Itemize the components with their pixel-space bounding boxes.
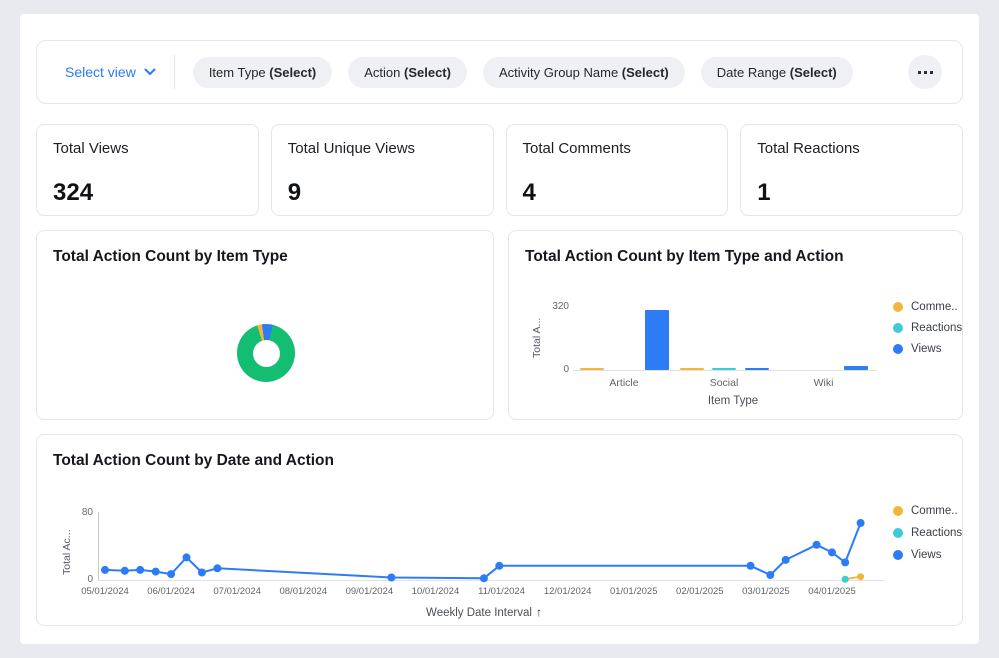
ellipsis-icon [918, 71, 933, 74]
data-point-views[interactable] [841, 558, 849, 566]
view-selector-label: Select view [65, 64, 136, 80]
sort-arrow-up-icon[interactable]: ↑ [536, 605, 542, 619]
kpi-card-total-unique-views: Total Unique Views 9 [271, 124, 494, 216]
bar-comments-social[interactable] [680, 368, 704, 370]
data-point-views[interactable] [198, 569, 206, 577]
kpi-label: Total Reactions [757, 140, 946, 157]
bar-x-axis-line [573, 370, 877, 371]
legend-dot [893, 302, 903, 312]
analytics-dashboard: Select view Item Type (Select) Action (S… [0, 0, 999, 658]
bar-x-axis-title: Item Type [673, 395, 793, 407]
kpi-card-total-views: Total Views 324 [36, 124, 259, 216]
kpi-value: 324 [53, 181, 242, 205]
legend-dot [893, 528, 903, 538]
data-point-views[interactable] [782, 556, 790, 564]
kpi-label: Total Views [53, 140, 242, 157]
legend-label: Views [911, 549, 941, 561]
kpi-value: 1 [757, 181, 946, 205]
kpi-label: Total Unique Views [288, 140, 477, 157]
data-point-views[interactable] [495, 562, 503, 570]
data-point-views[interactable] [828, 548, 836, 556]
legend-dot [893, 550, 903, 560]
bar-x-tick-wiki: Wiki [814, 377, 834, 389]
data-point-views[interactable] [183, 553, 191, 561]
bar-views-wiki[interactable] [844, 366, 868, 370]
bar-x-tick-social: Social [710, 377, 739, 389]
filter-bar: Select view Item Type (Select) Action (S… [36, 40, 963, 104]
data-point-views[interactable] [480, 574, 488, 582]
bar-views-social[interactable] [745, 368, 769, 370]
data-point-views[interactable] [136, 566, 144, 574]
legend-item-comments[interactable]: Comme.. [893, 505, 958, 517]
data-point-views[interactable] [152, 568, 160, 576]
more-options-button[interactable] [908, 55, 942, 89]
filter-chips: Item Type (Select) Action (Select) Activ… [193, 57, 853, 88]
filter-bar-divider [174, 55, 175, 89]
chevron-down-icon [144, 68, 156, 76]
chart-title: Total Action Count by Item Type and Acti… [525, 248, 844, 266]
line-x-axis-title: Weekly Date Interval↑ [384, 605, 584, 619]
bar-y-tick-0: 0 [537, 364, 569, 375]
legend-label: Comme.. [911, 505, 958, 517]
legend-item-comments[interactable]: Comme.. [893, 301, 958, 313]
data-point-views[interactable] [857, 519, 865, 527]
legend-label: Comme.. [911, 301, 958, 313]
kpi-card-total-comments: Total Comments 4 [506, 124, 729, 216]
data-point-views[interactable] [747, 562, 755, 570]
data-point-views[interactable] [813, 541, 821, 549]
legend-item-views[interactable]: Views [893, 343, 941, 355]
view-selector-dropdown[interactable]: Select view [65, 64, 156, 80]
line-chart-card: Total Action Count by Date and Action To… [36, 434, 963, 626]
data-point-views[interactable] [121, 567, 129, 575]
data-point-comments[interactable] [857, 573, 864, 580]
legend-dot [893, 344, 903, 354]
legend-dot [893, 506, 903, 516]
dashboard-canvas: Select view Item Type (Select) Action (S… [20, 14, 979, 644]
line-plot-area [37, 435, 964, 627]
filter-chip-action[interactable]: Action (Select) [348, 57, 467, 88]
filter-chip-activity-group-name[interactable]: Activity Group Name (Select) [483, 57, 685, 88]
filter-chip-date-range[interactable]: Date Range (Select) [701, 57, 853, 88]
data-point-views[interactable] [213, 564, 221, 572]
donut-chart-card: Total Action Count by Item Type [36, 230, 494, 420]
legend-item-reactions[interactable]: Reactions [893, 527, 962, 539]
legend-dot [893, 323, 903, 333]
bar-x-tick-article: Article [609, 377, 638, 389]
legend-label: Reactions [911, 527, 962, 539]
chart-title: Total Action Count by Item Type [53, 248, 288, 266]
bar-y-axis-title: Total A... [531, 303, 543, 373]
kpi-card-total-reactions: Total Reactions 1 [740, 124, 963, 216]
donut-chart[interactable] [237, 324, 295, 382]
bar-views-article[interactable] [645, 310, 669, 370]
data-point-views[interactable] [167, 570, 175, 578]
legend-item-views[interactable]: Views [893, 549, 941, 561]
bar-reactions-social[interactable] [712, 368, 736, 370]
kpi-value: 9 [288, 181, 477, 205]
data-point-views[interactable] [387, 574, 395, 582]
kpi-row: Total Views 324 Total Unique Views 9 Tot… [36, 124, 963, 216]
legend-label: Reactions [911, 322, 962, 334]
data-point-views[interactable] [766, 571, 774, 579]
legend-item-reactions[interactable]: Reactions [893, 322, 962, 334]
bar-chart-card: Total Action Count by Item Type and Acti… [508, 230, 963, 420]
bar-comments-article[interactable] [580, 368, 604, 370]
bar-y-tick-320: 320 [537, 301, 569, 312]
kpi-label: Total Comments [523, 140, 712, 157]
legend-label: Views [911, 343, 941, 355]
data-point-reactions[interactable] [842, 576, 849, 583]
kpi-value: 4 [523, 181, 712, 205]
data-point-views[interactable] [101, 566, 109, 574]
filter-chip-item-type[interactable]: Item Type (Select) [193, 57, 332, 88]
